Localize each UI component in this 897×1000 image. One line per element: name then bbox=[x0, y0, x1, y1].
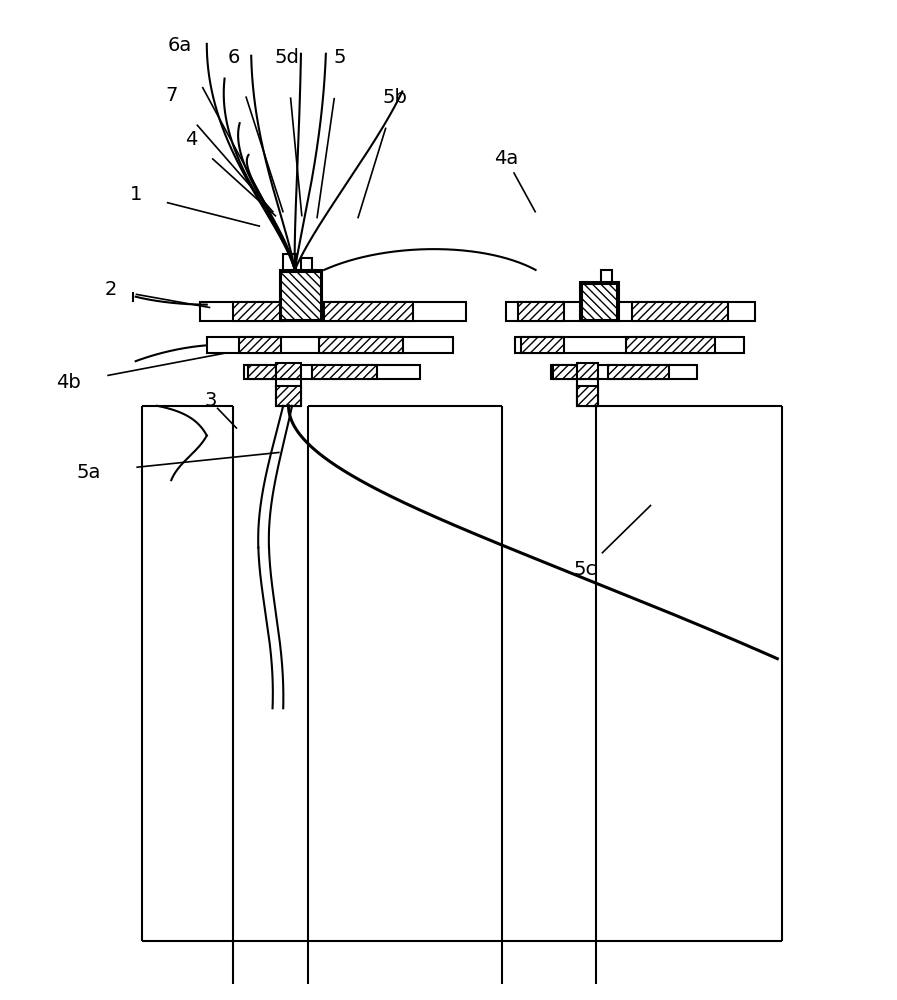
Text: 6a: 6a bbox=[168, 36, 192, 55]
Bar bbox=[608, 365, 669, 379]
Bar bbox=[282, 272, 320, 320]
Bar bbox=[301, 258, 311, 270]
Bar bbox=[283, 254, 296, 270]
Bar bbox=[551, 365, 697, 379]
Bar bbox=[578, 379, 597, 406]
Text: 5: 5 bbox=[334, 48, 346, 67]
Bar bbox=[276, 363, 301, 379]
Text: 5d: 5d bbox=[274, 48, 300, 67]
Bar bbox=[233, 302, 283, 321]
Bar bbox=[280, 270, 322, 321]
Bar bbox=[601, 270, 612, 282]
Bar bbox=[580, 282, 619, 321]
Bar bbox=[518, 302, 564, 321]
Text: 5b: 5b bbox=[383, 88, 407, 107]
Bar bbox=[506, 302, 755, 321]
Bar bbox=[200, 302, 466, 321]
Text: 4: 4 bbox=[185, 130, 197, 149]
Text: 3: 3 bbox=[205, 391, 216, 410]
Bar bbox=[515, 337, 744, 353]
Bar bbox=[276, 386, 301, 406]
Text: 2: 2 bbox=[105, 280, 117, 299]
Bar bbox=[521, 337, 564, 353]
Text: 5a: 5a bbox=[76, 463, 100, 482]
Bar bbox=[276, 379, 301, 406]
Bar bbox=[578, 363, 597, 379]
Bar bbox=[553, 365, 582, 379]
Bar bbox=[631, 302, 727, 321]
Bar bbox=[248, 365, 283, 379]
Bar bbox=[578, 386, 597, 406]
Bar bbox=[311, 365, 378, 379]
Text: 5c: 5c bbox=[574, 560, 597, 579]
Text: 1: 1 bbox=[129, 185, 142, 204]
Bar bbox=[582, 284, 617, 320]
Text: 7: 7 bbox=[165, 86, 178, 105]
Bar bbox=[207, 337, 453, 353]
Bar bbox=[324, 302, 413, 321]
Text: 4a: 4a bbox=[494, 149, 518, 168]
Bar bbox=[318, 337, 403, 353]
Bar bbox=[626, 337, 715, 353]
Bar bbox=[244, 365, 420, 379]
Text: 4b: 4b bbox=[56, 373, 81, 392]
Bar bbox=[239, 337, 282, 353]
Text: 6: 6 bbox=[227, 48, 239, 67]
